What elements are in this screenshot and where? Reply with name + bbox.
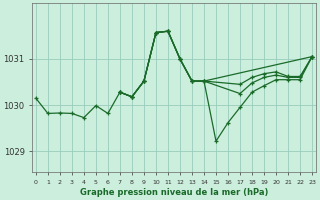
X-axis label: Graphe pression niveau de la mer (hPa): Graphe pression niveau de la mer (hPa): [80, 188, 268, 197]
